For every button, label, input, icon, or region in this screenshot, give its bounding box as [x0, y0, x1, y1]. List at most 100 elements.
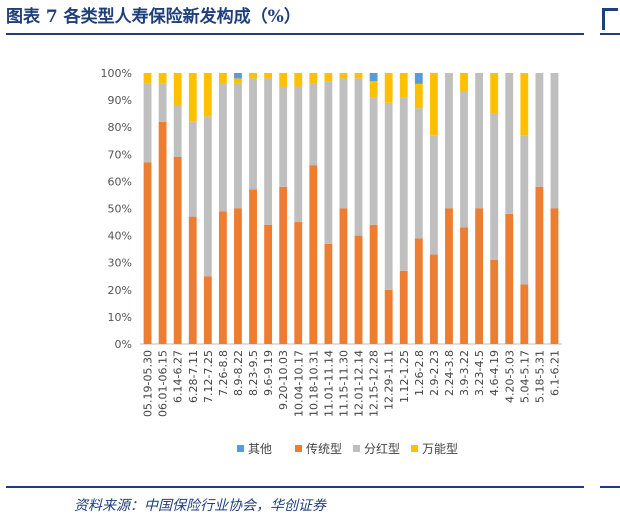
- bar-segment: [399, 73, 408, 98]
- legend-label: 其他: [248, 442, 272, 456]
- bar-segment: [203, 116, 212, 277]
- bar-segment: [384, 102, 393, 290]
- bar-segment: [294, 222, 303, 344]
- bar-segment: [535, 73, 544, 187]
- x-tick-label: 3.9-3.22: [458, 350, 471, 396]
- x-tick-label: 12.29-1.11: [383, 350, 396, 410]
- x-tick-label: 9.20-10.03: [277, 350, 290, 410]
- y-tick-label: 70%: [108, 148, 132, 161]
- bar-segment: [505, 73, 514, 214]
- bar-segment: [520, 284, 529, 344]
- title-rule: [6, 33, 584, 35]
- bar-segment: [218, 73, 227, 84]
- bar-segment: [429, 135, 438, 255]
- source-rule: [6, 486, 584, 488]
- bar-segment: [354, 235, 363, 344]
- bar-segment: [535, 186, 544, 344]
- bar-segment: [294, 73, 303, 87]
- bar-segment: [309, 165, 318, 344]
- legend-swatch: [353, 445, 360, 452]
- bar-segment: [414, 238, 423, 344]
- bar-segment: [264, 78, 273, 225]
- adjacent-rule-bottom: [600, 486, 620, 488]
- bar-segment: [490, 113, 499, 260]
- y-tick-label: 10%: [108, 311, 132, 324]
- y-tick-label: 50%: [108, 203, 132, 216]
- bar-segment: [369, 224, 378, 344]
- bar-segment: [520, 73, 529, 136]
- bar-segment: [249, 189, 257, 344]
- adjacent-rule-top: [600, 33, 620, 35]
- bar-segment: [490, 73, 499, 114]
- x-tick-label: 1.12-1.25: [398, 350, 411, 403]
- bar-segment: [294, 86, 303, 223]
- bar-segment: [173, 157, 182, 344]
- bar-segment: [158, 73, 167, 84]
- bar-segment: [399, 270, 408, 344]
- y-tick-label: 60%: [108, 175, 132, 188]
- x-tick-label: 8.23-9.5: [247, 350, 260, 396]
- bar-segment: [429, 254, 438, 344]
- bar-segment: [203, 73, 212, 117]
- x-tick-label: 6.14-6.27: [172, 350, 185, 403]
- bar-segment: [414, 73, 423, 84]
- bar-segment: [264, 73, 273, 79]
- bar-segment: [279, 86, 288, 187]
- bar-segment: [369, 97, 378, 225]
- bar-segment: [173, 73, 182, 106]
- bar-segment: [384, 289, 393, 344]
- bar-segment: [520, 135, 529, 285]
- x-tick-label: 06.01-06.15: [157, 350, 170, 417]
- bar-segment: [384, 73, 393, 103]
- x-tick-label: 12.15-12.28: [368, 350, 381, 417]
- x-tick-label: 5.04-5.17: [518, 350, 531, 403]
- bar-segment: [309, 73, 318, 84]
- bar-segment: [460, 91, 468, 228]
- legend-swatch: [237, 445, 244, 452]
- bar-segment: [369, 81, 378, 98]
- x-tick-label: 3.23-4.5: [473, 350, 486, 396]
- bar-segment: [339, 73, 348, 79]
- bar-segment: [339, 78, 348, 209]
- bar-segment: [550, 208, 559, 344]
- x-tick-label: 05.19-05.30: [142, 350, 155, 417]
- legend-label: 万能型: [422, 442, 458, 456]
- x-tick-label: 7.26-8.8: [217, 350, 230, 396]
- bar-segment: [460, 73, 468, 92]
- y-tick-label: 90%: [108, 94, 132, 107]
- bar-segment: [249, 78, 257, 190]
- bar-segment: [414, 83, 423, 109]
- legend-item: 传统型: [295, 441, 342, 456]
- y-tick-label: 40%: [108, 230, 132, 243]
- bar-segment: [324, 73, 333, 82]
- bar-segment: [173, 105, 182, 158]
- bar-segment: [490, 259, 499, 344]
- bar-segment: [143, 83, 152, 163]
- x-tick-label: 10.18-10.31: [307, 350, 320, 417]
- bar-segment: [188, 216, 197, 344]
- y-tick-label: 0%: [115, 338, 132, 351]
- source-note: 资料来源：中国保险行业协会，华创证券: [74, 498, 326, 514]
- bar-segment: [143, 73, 152, 84]
- bar-segment: [460, 227, 468, 344]
- x-tick-label: 1.26-2.8: [413, 350, 426, 396]
- bar-segment: [203, 276, 212, 344]
- bar-segment: [429, 73, 438, 136]
- y-tick-label: 30%: [108, 257, 132, 270]
- bar-segment: [218, 211, 227, 344]
- bar-segment: [445, 208, 453, 344]
- bar-segment: [234, 208, 242, 344]
- bar-segment: [354, 73, 363, 79]
- x-tick-label: 4.6-4.19: [488, 350, 501, 396]
- bar-segment: [354, 78, 363, 236]
- y-tick-label: 20%: [108, 284, 132, 297]
- legend-label: 分红型: [364, 441, 400, 456]
- bar-segment: [158, 83, 167, 122]
- bar-segment: [475, 208, 484, 344]
- bar-segment: [550, 73, 559, 209]
- legend-item: 其他: [237, 442, 272, 456]
- bar-segment: [399, 97, 408, 271]
- x-tick-label: 10.04-10.17: [292, 350, 305, 417]
- legend-item: 万能型: [411, 442, 458, 456]
- x-axis-labels: 05.19-05.30 06.01-06.15 6.14-6.27 6.28-7.11…: [142, 350, 562, 417]
